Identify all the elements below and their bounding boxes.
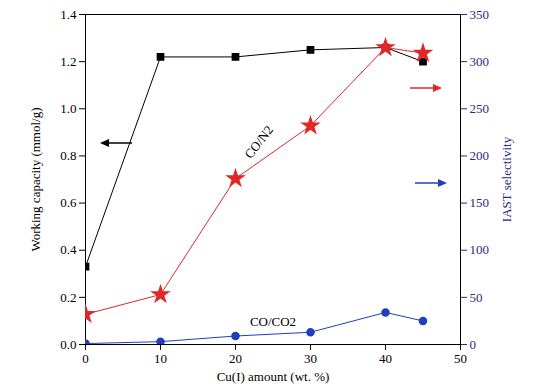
svg-text:300: 300 xyxy=(470,54,490,69)
svg-text:100: 100 xyxy=(470,242,490,257)
svg-text:0.4: 0.4 xyxy=(60,242,77,257)
svg-text:Cu(I) amount (wt. %): Cu(I) amount (wt. %) xyxy=(217,369,330,384)
svg-text:40: 40 xyxy=(379,351,392,366)
svg-text:IAST selectivity: IAST selectivity xyxy=(499,136,514,222)
svg-text:CO/CO2: CO/CO2 xyxy=(250,314,296,329)
svg-text:150: 150 xyxy=(470,195,490,210)
svg-text:250: 250 xyxy=(470,101,490,116)
svg-text:0: 0 xyxy=(470,337,477,352)
svg-text:10: 10 xyxy=(154,351,167,366)
svg-text:1.2: 1.2 xyxy=(60,54,76,69)
svg-text:30: 30 xyxy=(304,351,317,366)
svg-text:20: 20 xyxy=(229,351,242,366)
svg-text:1.4: 1.4 xyxy=(60,7,77,22)
svg-text:Working capacity (mmol/g): Working capacity (mmol/g) xyxy=(28,107,43,251)
svg-text:1.0: 1.0 xyxy=(60,101,76,116)
svg-text:0.2: 0.2 xyxy=(60,290,76,305)
svg-text:200: 200 xyxy=(470,148,490,163)
svg-text:0.8: 0.8 xyxy=(60,148,76,163)
svg-text:50: 50 xyxy=(454,351,467,366)
svg-text:0.0: 0.0 xyxy=(60,337,76,352)
svg-text:0.6: 0.6 xyxy=(60,195,77,210)
svg-text:CO/N2: CO/N2 xyxy=(241,123,276,162)
svg-text:50: 50 xyxy=(470,290,483,305)
svg-text:0: 0 xyxy=(82,351,89,366)
svg-text:350: 350 xyxy=(470,7,490,22)
